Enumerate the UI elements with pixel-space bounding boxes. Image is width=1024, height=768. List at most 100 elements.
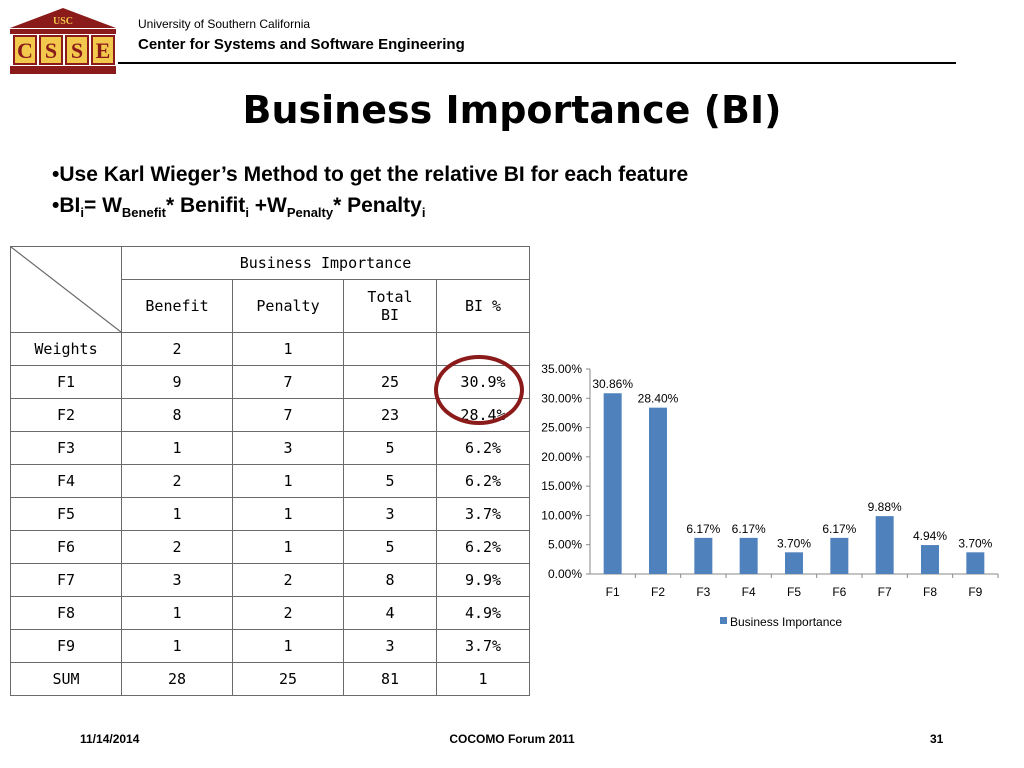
slide-title: Business Importance (BI): [242, 88, 782, 132]
table-cell-benefit: 8: [121, 398, 233, 432]
logo-letter: S: [45, 38, 57, 63]
business-importance-table: Business Importance Benefit Penalty Tota…: [10, 245, 530, 696]
bar: [694, 537, 713, 574]
table-cell-total: 4: [343, 596, 437, 630]
table-group-header: Business Importance: [121, 245, 530, 281]
table-cell-benefit: 1: [121, 596, 233, 630]
table-row: F7 3 2 8 9.9%: [10, 563, 530, 597]
table-row: F4 2 1 5 6.2%: [10, 464, 530, 498]
footer-event: COCOMO Forum 2011: [449, 732, 575, 746]
table-cell-penalty: 7: [232, 398, 344, 432]
table-cell-label: F9: [10, 629, 122, 663]
y-tick-label: 5.00%: [548, 538, 582, 552]
table-cell-benefit: 2: [121, 332, 233, 366]
center-name: Center for Systems and Software Engineer…: [138, 36, 465, 53]
data-label: 30.86%: [592, 377, 633, 391]
table-cell-benefit: 3: [121, 563, 233, 597]
table-cell-label: F8: [10, 596, 122, 630]
table-cell-total: 5: [343, 464, 437, 498]
footer-date: 11/14/2014: [80, 732, 140, 746]
table-cell-total: 8: [343, 563, 437, 597]
table-cell-total: 5: [343, 431, 437, 465]
legend-swatch: [720, 617, 727, 624]
table-cell-bi: 6.2%: [436, 464, 530, 498]
x-tick-label: F3: [696, 585, 710, 599]
table-cell-total: 5: [343, 530, 437, 564]
table-cell-total: 81: [343, 662, 437, 696]
bar: [603, 393, 622, 574]
y-tick-label: 15.00%: [541, 479, 582, 493]
table-cell-benefit: 2: [121, 530, 233, 564]
bullet-formula: •BIi= WBenefit* Benifiti +WPenalty* Pena…: [52, 194, 426, 221]
bullet-method: •Use Karl Wieger’s Method to get the rel…: [52, 163, 689, 186]
table-cell-label: F7: [10, 563, 122, 597]
table-cell-label: Weights: [10, 332, 122, 366]
table-cell-benefit: 9: [121, 365, 233, 399]
y-tick-label: 0.00%: [548, 567, 582, 581]
logo-letter-box: [13, 35, 37, 65]
legend-label: Business Importance: [730, 615, 842, 629]
data-label: 3.70%: [777, 536, 811, 550]
header-divider: [118, 62, 956, 64]
table-cell-benefit: 28: [121, 662, 233, 696]
table-cell-total: 3: [343, 497, 437, 531]
table-cell-total: [343, 332, 437, 366]
logo-letter: C: [17, 38, 33, 63]
corner-diagonal: [11, 247, 121, 332]
table-row: F6 2 1 5 6.2%: [10, 530, 530, 564]
page-number: 31: [930, 732, 944, 746]
x-tick-label: F7: [878, 585, 892, 599]
logo-letter: E: [96, 38, 111, 63]
x-tick-label: F8: [923, 585, 937, 599]
col-header-bi-percent: BI %: [436, 279, 530, 333]
x-tick-label: F2: [651, 585, 665, 599]
logo-letter-box: [91, 35, 115, 65]
col-header-benefit: Benefit: [121, 279, 233, 333]
table-cell-label: F3: [10, 431, 122, 465]
table-cell-penalty: 2: [232, 596, 344, 630]
x-tick-label: F6: [832, 585, 846, 599]
table-cell-benefit: 1: [121, 497, 233, 531]
table-cell-total: 3: [343, 629, 437, 663]
logo-letter-box: [39, 35, 63, 65]
table-row: F3 1 3 5 6.2%: [10, 431, 530, 465]
table-cell-penalty: 2: [232, 563, 344, 597]
data-label: 3.70%: [958, 536, 992, 550]
bar: [875, 516, 894, 574]
table-cell-bi: 9.9%: [436, 563, 530, 597]
x-tick-label: F9: [968, 585, 982, 599]
logo-letter: S: [71, 38, 83, 63]
x-tick-label: F5: [787, 585, 801, 599]
col-header-penalty: Penalty: [232, 279, 344, 333]
table-cell-penalty: 1: [232, 332, 344, 366]
table-cell-penalty: 25: [232, 662, 344, 696]
col-header-total-bi: Total BI: [343, 279, 437, 333]
x-tick-label: F1: [606, 585, 620, 599]
table-cell-bi: 3.7%: [436, 497, 530, 531]
table-cell-total: 25: [343, 365, 437, 399]
bar: [785, 552, 803, 574]
data-label: 6.17%: [822, 522, 856, 536]
table-cell-bi: 3.7%: [436, 629, 530, 663]
table-cell-benefit: 1: [121, 431, 233, 465]
table-cell-penalty: 3: [232, 431, 344, 465]
table-corner-cell: [10, 246, 122, 333]
table-cell-bi: 1: [436, 662, 530, 696]
bar: [649, 407, 667, 574]
table-cell-penalty: 1: [232, 629, 344, 663]
table-cell-benefit: 1: [121, 629, 233, 663]
bi-bar-chart: 0.00% 5.00% 10.00% 15.00% 20.00% 25.00% 30.00%…: [541, 362, 999, 629]
table-cell-penalty: 7: [232, 365, 344, 399]
y-tick-label: 10.00%: [541, 508, 582, 522]
table-cell-bi: 6.2%: [436, 530, 530, 564]
table-cell-label: SUM: [10, 662, 122, 696]
table-cell-label: F1: [10, 365, 122, 399]
table-row: SUM 28 25 81 1: [10, 662, 530, 696]
table-cell-penalty: 1: [232, 497, 344, 531]
table-cell-label: F6: [10, 530, 122, 564]
y-tick-label: 30.00%: [541, 391, 582, 405]
highlight-circle: [434, 355, 524, 425]
table-cell-benefit: 2: [121, 464, 233, 498]
